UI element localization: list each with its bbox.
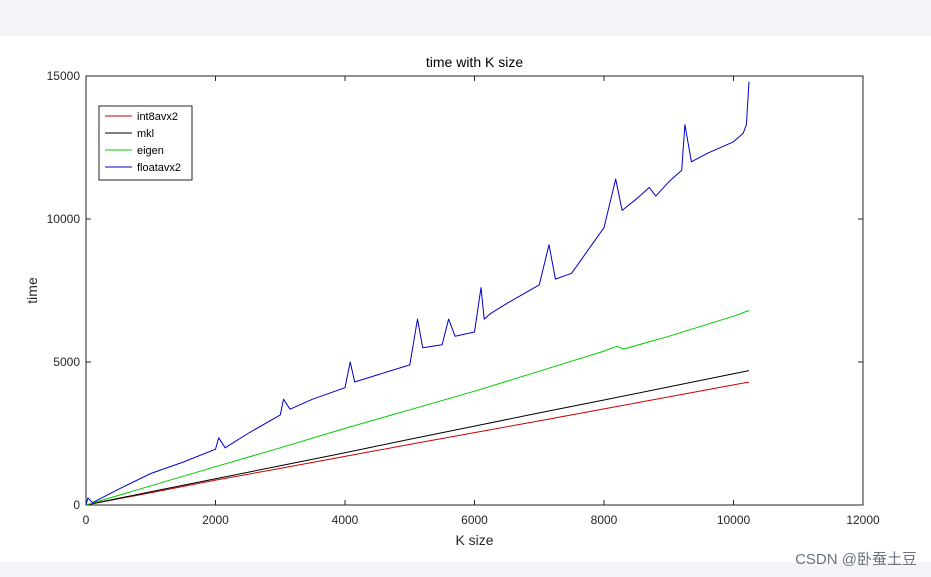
series-line-mkl [85,370,750,506]
legend-label-mkl: mkl [137,128,154,140]
plot-area [85,75,864,506]
y-tick-label: 5000 [53,355,80,369]
series-lines [85,81,750,506]
series-line-int8avx2 [85,381,750,506]
x-tick-label: 4000 [332,513,359,527]
x-tick-label: 10000 [717,513,751,527]
chart-title: time with K size [426,54,523,70]
series-line-floatavx2 [85,81,750,506]
legend: int8avx2 mkl eigen floatavx2 [98,105,193,181]
x-tick-label: 0 [83,513,90,527]
x-axis-label: K size [455,532,493,548]
x-tick-label: 8000 [591,513,618,527]
axis-ticks: 0 2000 4000 6000 8000 10000 12000 0 5000 10000 150… [47,69,880,527]
x-tick-label: 12000 [846,513,880,527]
y-tick-label: 15000 [47,69,81,83]
watermark-text: CSDN @卧蚕土豆 [795,551,917,568]
legend-label-eigen: eigen [137,145,164,157]
legend-label-floatavx2: floatavx2 [137,162,181,174]
series-line-eigen [85,310,750,506]
y-tick-label: 10000 [47,212,81,226]
legend-box [98,105,193,181]
y-tick-label: 0 [73,498,80,512]
x-tick-label: 2000 [202,513,229,527]
legend-label-int8avx2: int8avx2 [137,111,178,123]
x-tick-label: 6000 [461,513,488,527]
line-chart: time with K size 0 2000 4000 6000 8000 10000 1… [24,54,880,548]
y-axis-label: time [24,277,40,304]
figure-panel: time with K size 0 2000 4000 6000 8000 10000 1… [0,36,931,562]
